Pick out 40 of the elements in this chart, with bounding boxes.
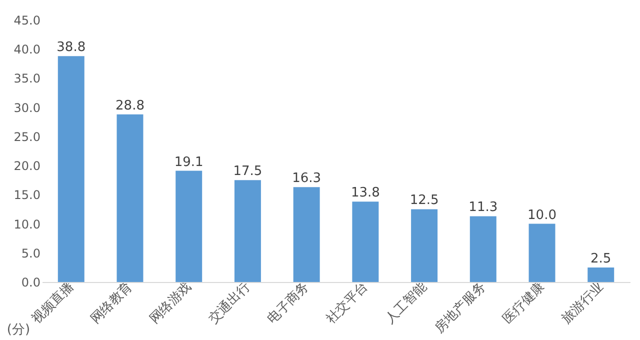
data-label: 28.8 xyxy=(116,98,144,114)
bar xyxy=(411,209,438,282)
data-label: 12.5 xyxy=(410,193,439,208)
bar xyxy=(293,187,320,282)
y-tick-label: 25.0 xyxy=(14,130,40,144)
bar xyxy=(470,216,496,282)
x-tick-label: 电子商务 xyxy=(264,280,312,327)
y-axis-title: (分) xyxy=(6,322,30,338)
bar xyxy=(234,180,261,282)
bar xyxy=(176,170,202,282)
data-label: 17.5 xyxy=(233,164,262,180)
y-tick-label: 15.0 xyxy=(14,188,40,202)
x-tick-label: 旅游行业 xyxy=(559,280,607,327)
bar xyxy=(352,202,379,282)
x-tick-label: 人工智能 xyxy=(382,280,430,327)
y-tick-label: 20.0 xyxy=(14,159,40,174)
x-tick-label: 网络游戏 xyxy=(147,280,195,327)
x-tick-label: 房地产服务 xyxy=(432,278,489,336)
bar xyxy=(58,56,84,282)
x-tick-label: 交通出行 xyxy=(205,278,254,327)
y-tick-label: 30.0 xyxy=(14,100,40,115)
data-label: 2.5 xyxy=(590,251,612,266)
y-tick-label: 45.0 xyxy=(14,14,40,28)
data-label: 11.3 xyxy=(468,200,498,216)
x-tick-label: 社交平台 xyxy=(323,278,372,327)
bar xyxy=(588,267,614,282)
y-tick-label: 5.0 xyxy=(21,246,40,260)
y-tick-label: 10.0 xyxy=(14,217,40,232)
data-label: 16.3 xyxy=(292,171,322,186)
data-label: 38.8 xyxy=(56,40,86,56)
y-tick-label: 40.0 xyxy=(14,42,40,57)
y-tick-label: 35.0 xyxy=(14,72,40,86)
data-label: 10.0 xyxy=(528,208,556,223)
y-tick-label: 0.0 xyxy=(21,276,40,290)
x-tick-label: 网络教育 xyxy=(88,278,136,327)
data-label: 19.1 xyxy=(174,154,204,170)
x-tick-label: 医疗健康 xyxy=(500,280,548,327)
bar xyxy=(528,224,556,282)
bar xyxy=(116,114,144,282)
data-label: 13.8 xyxy=(350,186,380,201)
